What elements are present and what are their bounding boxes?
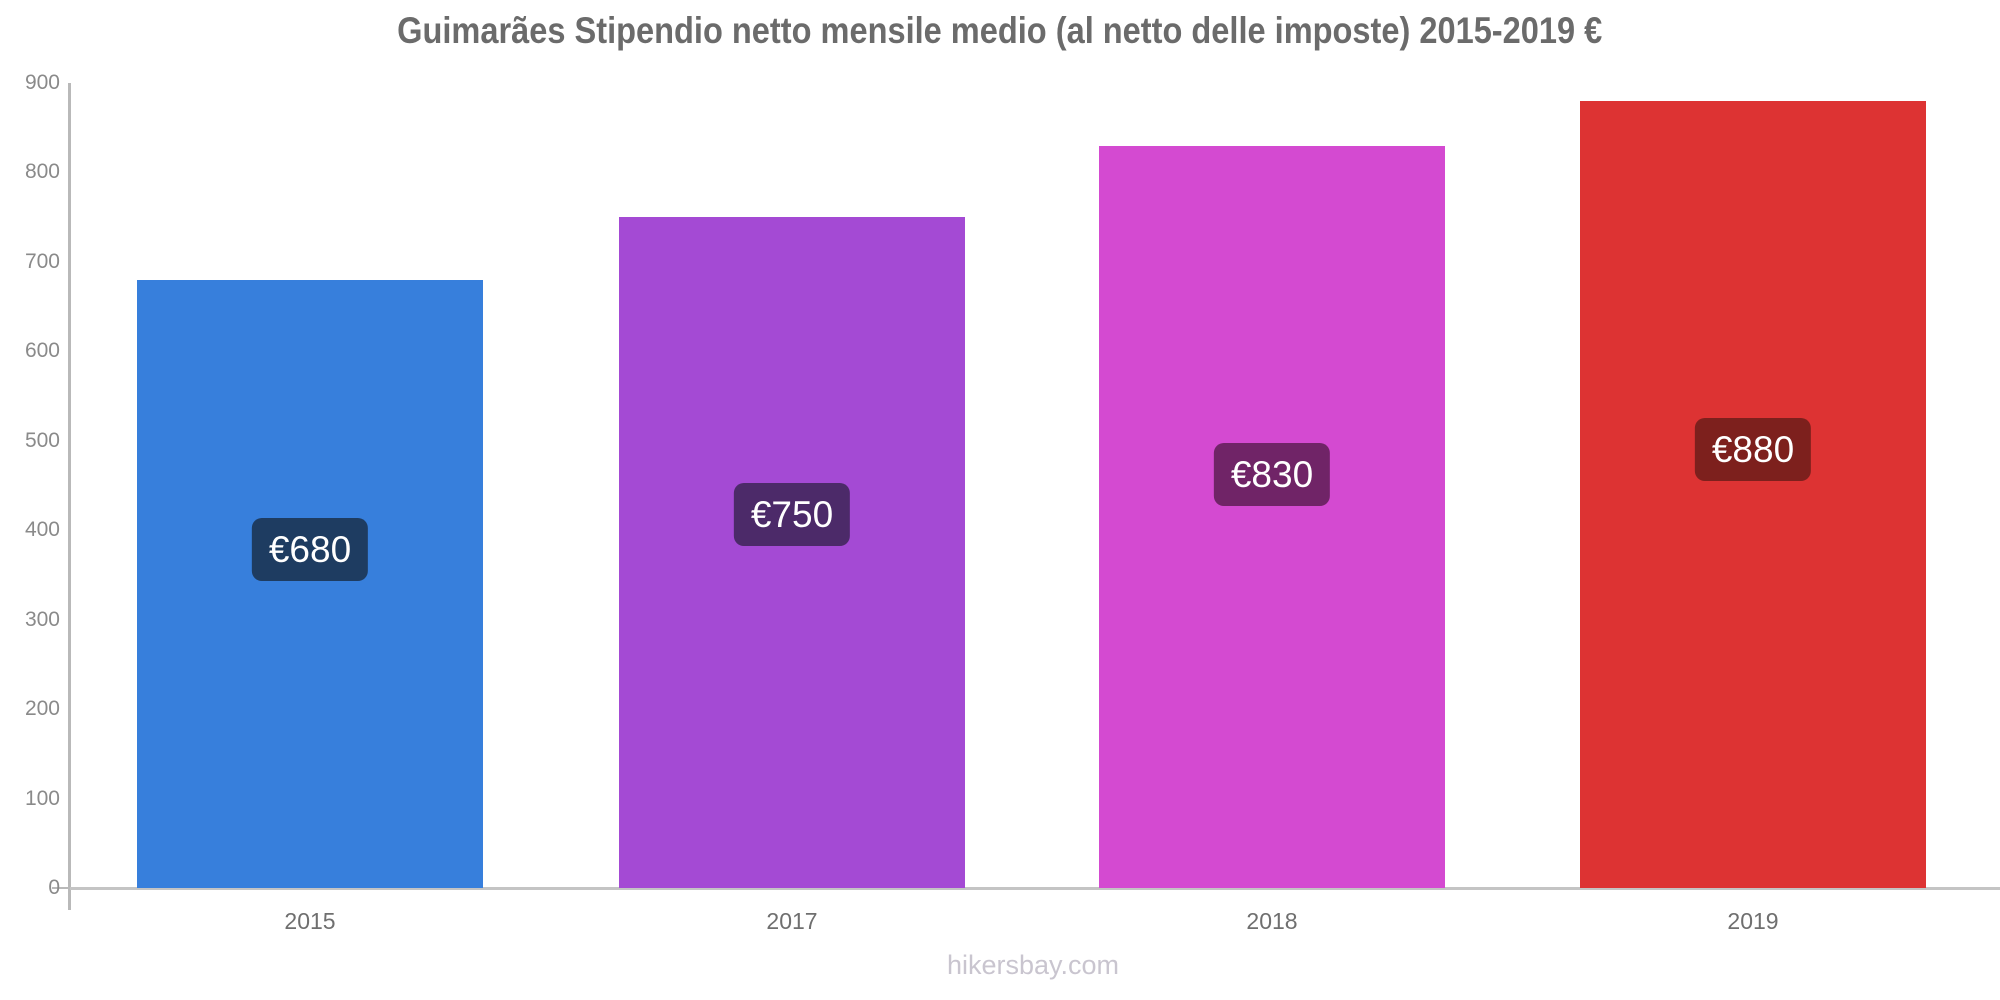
chart-title: Guimarães Stipendio netto mensile medio … bbox=[0, 10, 2000, 52]
bar-2015 bbox=[137, 279, 483, 888]
y-tick-label-500: 500 bbox=[24, 428, 60, 452]
x-tick-label-2018: 2018 bbox=[1246, 908, 1298, 934]
bar-2019 bbox=[1580, 100, 1926, 888]
bar-2018 bbox=[1099, 145, 1445, 888]
zero-tick bbox=[52, 887, 70, 889]
x-tick-label-2019: 2019 bbox=[1727, 908, 1779, 934]
x-tick-label-2017: 2017 bbox=[766, 908, 818, 934]
y-axis-line bbox=[68, 83, 71, 910]
value-badge-2015: €680 bbox=[251, 517, 369, 581]
value-badge-2017: €750 bbox=[733, 482, 851, 546]
y-tick-label-300: 300 bbox=[24, 607, 60, 631]
y-tick-label-0: 0 bbox=[48, 876, 60, 899]
y-tick-label-600: 600 bbox=[24, 339, 60, 363]
watermark: hikersbay.com bbox=[946, 950, 1120, 980]
value-badge-2018: €830 bbox=[1213, 442, 1331, 506]
y-tick-label-700: 700 bbox=[24, 249, 60, 273]
y-tick-label-800: 800 bbox=[24, 160, 60, 184]
y-tick-label-100: 100 bbox=[24, 786, 60, 810]
y-tick-label-900: 900 bbox=[24, 71, 60, 94]
bar-2017 bbox=[619, 217, 965, 888]
y-tick-label-200: 200 bbox=[24, 697, 60, 721]
y-tick-label-400: 400 bbox=[24, 518, 60, 542]
x-axis-line bbox=[70, 887, 2000, 890]
chart-title-text: Guimarães Stipendio netto mensile medio … bbox=[397, 10, 1603, 51]
value-badge-2019: €880 bbox=[1694, 418, 1812, 482]
x-tick-label-2015: 2015 bbox=[284, 908, 336, 934]
